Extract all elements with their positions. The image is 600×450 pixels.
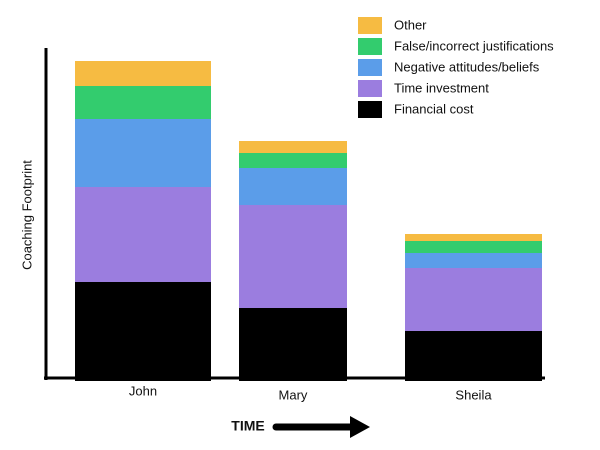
legend-label: Other bbox=[394, 17, 427, 32]
bar-segment bbox=[405, 253, 542, 268]
legend-label: Negative attitudes/beliefs bbox=[394, 59, 540, 74]
x-tick-label: John bbox=[129, 383, 157, 398]
bar-segment bbox=[239, 205, 347, 308]
bar-segment bbox=[405, 234, 542, 241]
bar-segment bbox=[405, 268, 542, 331]
legend-label: Financial cost bbox=[394, 101, 474, 116]
bar-segment bbox=[75, 119, 211, 187]
bar-segment bbox=[75, 86, 211, 119]
bar-segment bbox=[75, 61, 211, 86]
legend-swatch bbox=[358, 38, 382, 55]
legend-label: False/incorrect justifications bbox=[394, 38, 554, 53]
bar-segment bbox=[75, 282, 211, 381]
time-arrow bbox=[272, 416, 370, 438]
bar-segment bbox=[239, 153, 347, 168]
legend-swatch bbox=[358, 59, 382, 76]
bar-segment bbox=[405, 331, 542, 381]
legend-swatch bbox=[358, 101, 382, 118]
bar-segment bbox=[239, 141, 347, 153]
x-axis-label: TIME bbox=[231, 418, 264, 434]
legend-swatch bbox=[358, 80, 382, 97]
legend-swatch bbox=[358, 17, 382, 34]
bar-segment bbox=[239, 308, 347, 381]
bar-segment bbox=[405, 241, 542, 253]
y-axis-label: Coaching Footprint bbox=[19, 160, 34, 270]
bar-segment bbox=[239, 168, 347, 205]
x-tick-label: Sheila bbox=[455, 387, 492, 402]
legend-label: Time investment bbox=[394, 80, 489, 95]
x-tick-label: Mary bbox=[279, 387, 308, 402]
bar-segment bbox=[75, 187, 211, 282]
